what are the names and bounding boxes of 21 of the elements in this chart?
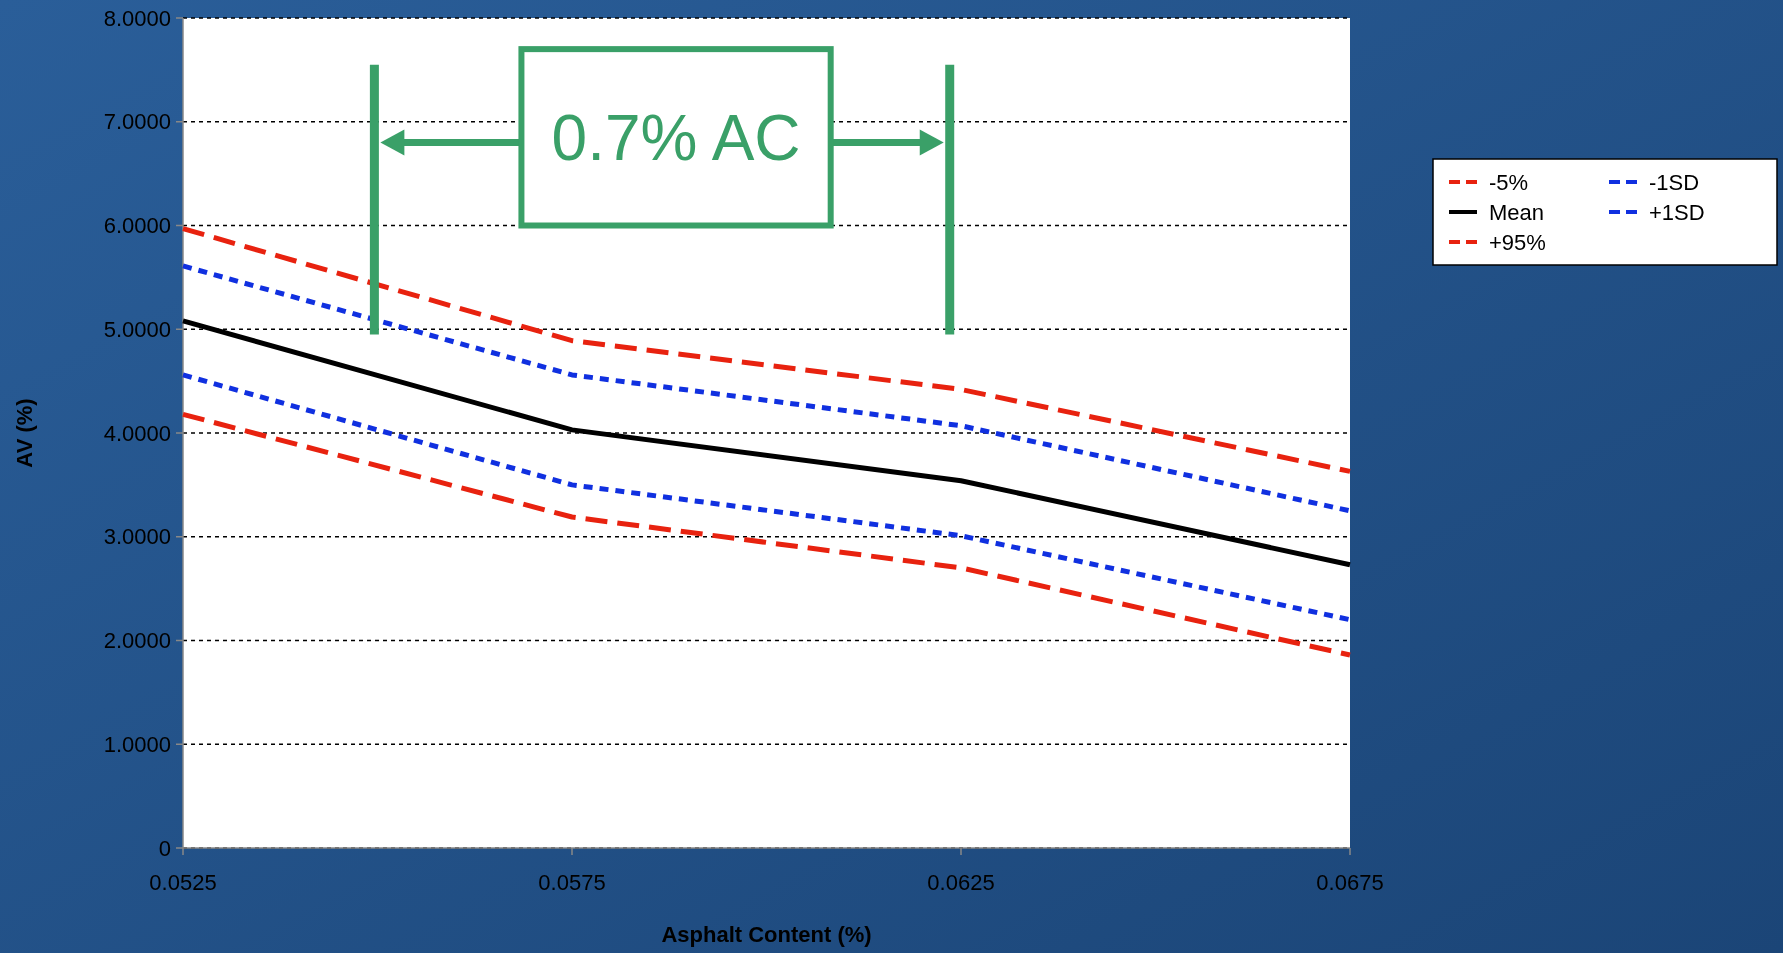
y-tick-label: 0 — [158, 835, 171, 861]
y-tick-label: 1.0000 — [103, 731, 171, 757]
annotation: 0.7% AC — [551, 101, 801, 174]
y-tick-label: 5.0000 — [103, 316, 171, 342]
y-axis-title: AV (%) — [12, 398, 37, 468]
y-tick-label: 8.0000 — [103, 5, 171, 31]
x-tick-label: 0.0575 — [538, 870, 606, 895]
y-tick-label: 3.0000 — [103, 524, 171, 550]
legend-label: +1SD — [1649, 199, 1705, 225]
x-tick-label: 0.0525 — [149, 870, 217, 895]
legend-label: -5% — [1489, 169, 1529, 195]
x-tick-label: 0.0675 — [1316, 870, 1384, 895]
y-tick-label: 6.0000 — [103, 213, 171, 239]
legend-label: -1SD — [1649, 169, 1700, 195]
y-tick-label: 4.0000 — [103, 420, 171, 446]
legend-label: Mean — [1489, 199, 1545, 225]
y-tick-label: 7.0000 — [103, 109, 171, 135]
x-tick-label: 0.0625 — [927, 870, 995, 895]
y-tick-label: 2.0000 — [103, 628, 171, 654]
x-axis-title: Asphalt Content (%) — [661, 922, 872, 947]
legend-label: +95% — [1489, 229, 1546, 255]
